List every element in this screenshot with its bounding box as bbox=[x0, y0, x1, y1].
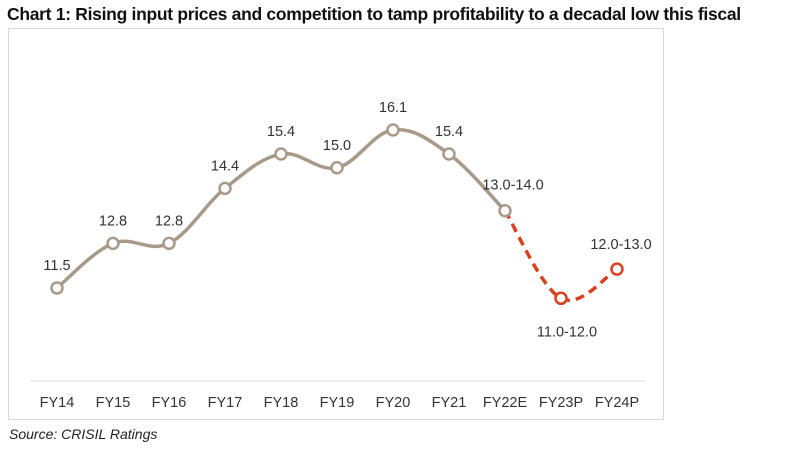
data-label: 13.0-14.0 bbox=[482, 178, 543, 194]
data-label: 12.0-13.0 bbox=[590, 237, 651, 253]
x-tick-label: FY16 bbox=[152, 395, 187, 411]
data-point bbox=[498, 203, 512, 218]
x-tick-label: FY24P bbox=[595, 395, 639, 411]
data-point bbox=[610, 262, 624, 276]
data-point bbox=[274, 147, 288, 161]
data-label: 15.0 bbox=[323, 138, 351, 154]
data-label: 12.8 bbox=[99, 213, 127, 229]
chart-frame bbox=[8, 28, 664, 420]
data-label: 14.4 bbox=[211, 158, 239, 174]
data-point bbox=[442, 147, 456, 161]
x-tick-label: FY19 bbox=[320, 395, 355, 411]
data-label: 15.4 bbox=[435, 124, 463, 140]
x-tick-label: FY18 bbox=[264, 395, 299, 411]
data-label: 15.4 bbox=[267, 124, 295, 140]
x-tick-label: FY21 bbox=[432, 395, 467, 411]
x-tick-label: FY17 bbox=[208, 395, 243, 411]
series-line-projected bbox=[503, 209, 618, 302]
data-point bbox=[330, 161, 344, 175]
data-label: 11.5 bbox=[43, 258, 70, 274]
x-tick-label: FY23P bbox=[539, 395, 583, 411]
data-point bbox=[386, 123, 400, 137]
data-label: 16.1 bbox=[379, 100, 407, 116]
data-point bbox=[50, 281, 64, 295]
x-tick-label: FY15 bbox=[96, 395, 131, 411]
chart-title: Chart 1: Rising input prices and competi… bbox=[7, 4, 741, 24]
x-tick-label: FY22E bbox=[483, 395, 528, 411]
data-label: 12.8 bbox=[155, 213, 183, 229]
data-point bbox=[162, 236, 176, 251]
x-tick-label: FY14 bbox=[40, 395, 75, 411]
data-point bbox=[106, 236, 120, 251]
source-note: Source: CRISIL Ratings bbox=[9, 426, 158, 442]
data-point bbox=[218, 181, 232, 196]
data-label: 11.0-12.0 bbox=[537, 324, 597, 340]
data-point bbox=[554, 291, 568, 306]
x-tick-label: FY20 bbox=[376, 395, 411, 411]
